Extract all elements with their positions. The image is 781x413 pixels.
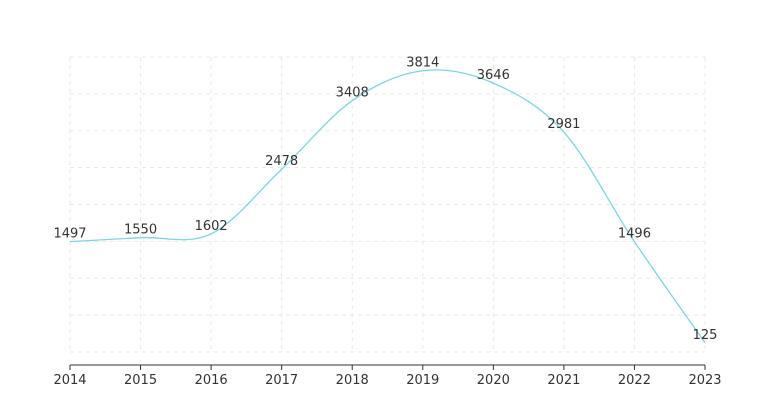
grid <box>69 56 706 353</box>
data-label: 2478 <box>265 154 298 169</box>
x-tick-label: 2022 <box>618 373 651 388</box>
data-label: 1497 <box>53 227 86 242</box>
data-label: 1602 <box>195 219 228 234</box>
data-label: 1496 <box>618 227 651 242</box>
x-tick-label: 2021 <box>547 373 580 388</box>
x-tick-label: 2016 <box>195 373 228 388</box>
data-label: 1550 <box>124 223 157 238</box>
x-axis: 2014 2015 2016 2017 2018 2019 2020 2021 2022 2023 <box>53 364 722 388</box>
data-label: 3646 <box>477 68 510 83</box>
data-label: 2981 <box>547 117 580 132</box>
data-label: 3814 <box>406 56 439 71</box>
data-labels: 1497 1550 1602 2478 3408 3814 3646 2981 1496 125 <box>53 56 717 343</box>
x-tick-label: 2019 <box>406 373 439 388</box>
series-group <box>69 69 706 344</box>
x-tick-label: 2017 <box>265 373 298 388</box>
x-tick-label: 2014 <box>53 373 86 388</box>
data-label: 3408 <box>336 86 369 101</box>
data-label: 125 <box>693 328 718 343</box>
x-tick-label: 2020 <box>477 373 510 388</box>
x-tick-label: 2023 <box>688 373 721 388</box>
x-tick-label: 2018 <box>336 373 369 388</box>
x-tick-label: 2015 <box>124 373 157 388</box>
series-line <box>69 69 706 344</box>
